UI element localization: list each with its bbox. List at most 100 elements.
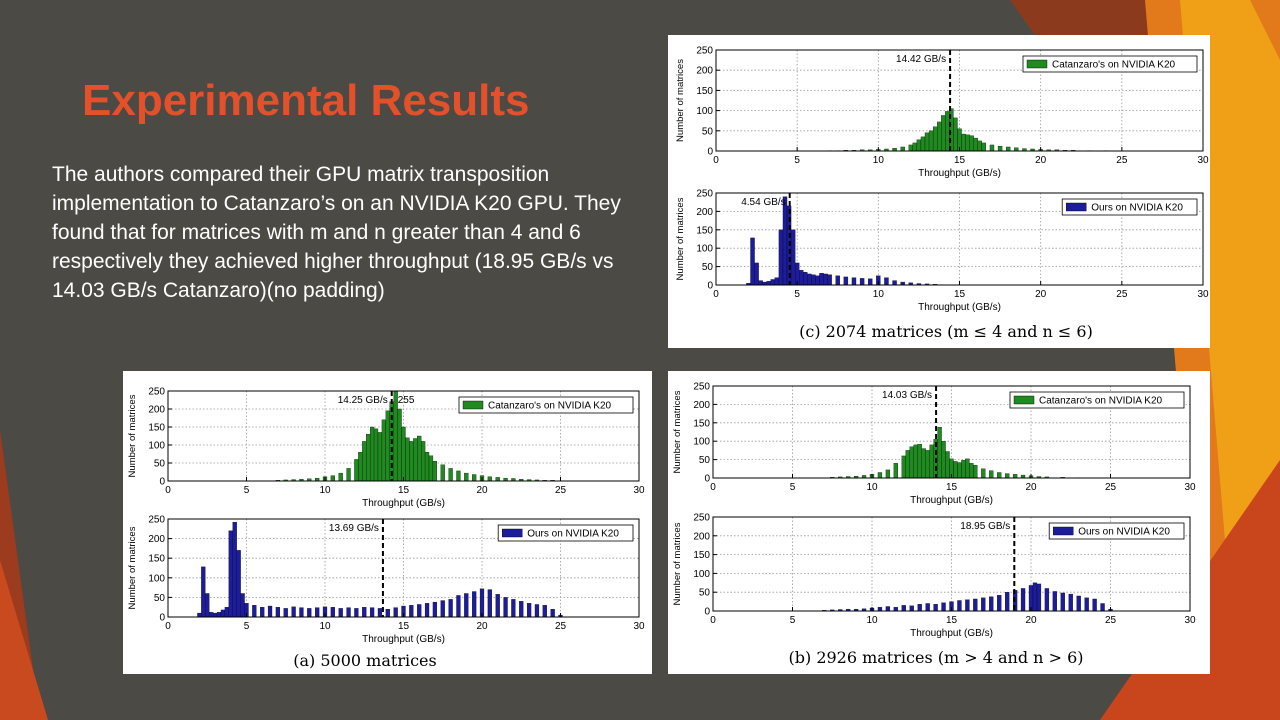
fig-c-chart-1-xtick-label: 15 [954,289,966,300]
fig-c-chart-1-xtick-label: 30 [1197,289,1209,300]
fig-b-chart-1-ytick-label: 200 [693,531,710,542]
fig-a-chart-1-bar [283,608,288,618]
fig-a-chart-0-bar [464,472,469,482]
fig-c-chart-0-bar [1006,146,1011,152]
fig-b-chart-1-xtick-label: 0 [710,615,716,626]
fig-c-chart-0-xtick-label: 30 [1197,155,1209,166]
fig-a-chart-0-bar [369,426,375,482]
fig-c-chart-1-bar [766,281,771,286]
fig-a-chart-0-bar [495,477,500,482]
fig-b-chart-0-legend-box [1009,391,1185,409]
fig-a-chart-0: 14.25 GB/s 255 0 5 10 15 20 25 30 0 50 100 150 200 250… [127,387,645,510]
fig-b-chart-1-bar [917,604,922,612]
fig-b-chart-1-xtick-label: 15 [946,615,958,626]
fig-a-chart-0-bar [432,461,438,482]
fig-c-chart-1-bar [750,237,755,286]
fig-c-chart-0-bar [937,121,942,152]
fig-a-chart-1-bar [236,550,241,618]
fig-a-chart-0-xtick-label: 0 [165,485,171,496]
fig-b-chart-0-xlabel: Throughput (GB/s) [910,495,993,506]
fig-b-chart-1-bar [1060,592,1065,612]
fig-a-chart-0-bar [401,426,406,482]
fig-a-chart-0-bar [428,455,434,482]
fig-b-chart-0-bar [877,472,883,479]
fig-c-chart-1-mean-label: 4.54 GB/s [741,197,785,208]
fig-b-chart-0-bar [901,455,906,479]
fig-a-chart-0-bar [487,476,492,482]
fig-a-chart-0-bar [440,464,445,482]
fig-b-chart-1-ytick-label: 0 [704,607,710,618]
fig-c-chart-1-bar [807,273,812,286]
fig-c-chart-0-legend-label: Catanzaro's on NVIDIA K20 [1052,60,1176,71]
fig-a-chart-0-bar [381,419,386,482]
fig-c-chart-0-bar [912,142,918,152]
fig-c-chart-0-xtick-label: 25 [1116,155,1128,166]
fig-a-chart-0-bar [424,452,430,482]
fig-a-chart-0-xtick-label: 25 [555,485,567,496]
fig-c-chart-0: 14.42 GB/s 0 5 10 15 20 25 30 0 50 100 150 200 250 Thr… [675,46,1209,180]
fig-c-chart-0-bar [977,140,982,152]
fig-a-chart-1-bar [526,603,532,618]
fig-a-chart-1-bar [228,530,233,618]
fig-b-chart-0-bar [945,451,950,479]
fig-a-chart-1-bar [456,595,461,618]
fig-a-chart-1-bar [338,608,343,618]
fig-a-chart-1-ytick-label: 150 [148,554,165,565]
fig-b-chart-1-ytick-label: 250 [693,513,710,524]
fig-b-chart-1-ytick-label: 50 [699,588,711,599]
fig-c-chart-0-bar [932,126,938,152]
fig-b-chart-1-bar [1076,595,1081,612]
fig-b-chart-0-mean-label: 14.03 GB/s [882,390,932,401]
fig-a-chart-1-ytick-label: 0 [159,613,165,624]
fig-a-chart-1-xtick-label: 5 [244,621,250,632]
fig-a-chart-1-legend-swatch [502,528,523,538]
fig-a-chart-1-bar [472,591,477,618]
fig-a-chart-1-bar [519,601,524,618]
fig-c-chart-1-bar [778,229,784,286]
fig-c-chart-0-xtick-label: 15 [954,155,966,166]
fig-b-chart-1-ylabel: Number of matrices [672,522,683,605]
fig-c-caption: (c) 2074 matrices (m ≤ 4 and n ≤ 6) [799,322,1093,341]
fig-b-chart-1-mean-label: 18.95 GB/s [960,521,1010,532]
fig-c-chart-0-bar [969,135,974,152]
fig-a-chart-1-bar [299,607,304,618]
fig-b-chart-1-xtick-label: 10 [866,615,878,626]
fig-c-chart-1-bar [851,277,857,286]
fig-c-chart-0-ytick-label: 100 [696,106,713,117]
fig-a-chart-0-bar [354,459,359,482]
figure-panel-c: 14.42 GB/s 0 5 10 15 20 25 30 0 50 100 150 200 250 Thr… [668,35,1210,348]
fig-b-chart-0-bar [913,444,918,479]
fig-c-chart-0-bar [920,136,926,152]
fig-a-chart-0-bar [362,441,367,482]
fig-b-chart-1-bar [933,604,938,612]
fig-c-chart-0-xtick-label: 20 [1035,155,1047,166]
fig-c-chart-1-bar [815,275,820,286]
fig-b-chart-0-bar [957,462,962,479]
fig-b-chart-0-xtick-label: 10 [866,482,878,493]
fig-c-chart-1-xtick-label: 20 [1035,289,1047,300]
fig-b-chart-1-bar [957,600,962,612]
fig-b-chart-0-bar [905,450,910,479]
fig-c-chart-1-bar [884,277,889,286]
fig-b-chart-0-bar [921,448,926,479]
fig-a-chart-1-ytick-label: 100 [148,573,165,584]
fig-b-chart-1-bar [1020,588,1026,612]
fig-b-chart-1-bar [973,598,978,612]
fig-a-chart-0-bar [397,408,402,482]
fig-b-chart-1-ytick-label: 100 [693,569,710,580]
fig-c-chart-1-ytick-label: 100 [696,244,713,255]
fig-a-chart-0-bar [413,438,418,482]
fig-b-chart-0-bar [917,443,922,479]
fig-b-chart-0-bar [989,470,994,479]
fig-a-chart-0-xtick-label: 10 [319,485,331,496]
fig-a-chart-1-bar [260,607,265,618]
fig-c-chart-1-bar [758,280,763,286]
fig-c-chart-0-bar [965,134,970,152]
fig-a-chart-1-xtick-label: 20 [476,621,488,632]
fig-a-chart-1-ytick-label: 50 [154,593,166,604]
fig-c-chart-1-bar [803,271,808,286]
fig-a-chart-0-ytick-label: 200 [148,405,165,416]
fig-a-chart-1-bar [417,604,422,618]
fig-a-chart-0-bar [405,437,410,482]
